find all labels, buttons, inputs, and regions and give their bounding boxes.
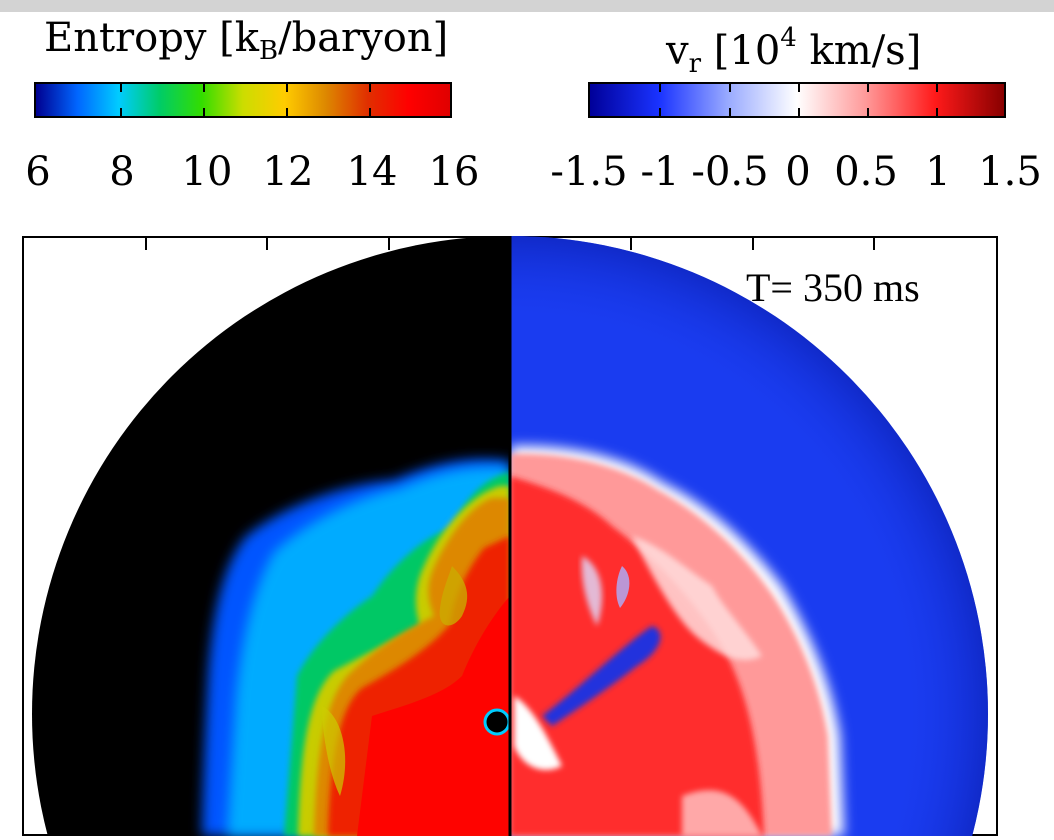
entropy-colorbar-title: Entropy [kB/baryon]: [44, 15, 449, 66]
velocity-colorbar-title: vr [104 km/s]: [666, 23, 922, 79]
entropy-tick-label: 6: [25, 149, 51, 195]
velocity-tick-label: 1.5: [978, 149, 1042, 195]
velocity-colorbar: [588, 82, 1006, 118]
simulation-figure: [22, 236, 998, 836]
velocity-tick-label: -1.5: [550, 149, 628, 195]
entropy-tick-label: 14: [346, 149, 398, 195]
entropy-tick-label: 16: [428, 149, 480, 195]
axis-ticks: [145, 236, 875, 250]
simulation-panel: T= 350 ms: [22, 236, 998, 836]
velocity-tick-label: 0: [785, 149, 811, 195]
velocity-tick-label: -0.5: [691, 149, 769, 195]
velocity-half: [510, 236, 988, 836]
entropy-colorbar: [34, 82, 452, 118]
velocity-tick-label: 0.5: [834, 149, 898, 195]
entropy-tick-label: 8: [109, 149, 135, 195]
velocity-tick-label: -1: [640, 149, 680, 195]
entropy-tick-label: 10: [181, 149, 233, 195]
time-label: T= 350 ms: [746, 265, 920, 310]
entropy-tick-label: 12: [262, 149, 314, 195]
velocity-tick-label: 1: [925, 149, 951, 195]
window-top-bar: [0, 0, 1054, 12]
